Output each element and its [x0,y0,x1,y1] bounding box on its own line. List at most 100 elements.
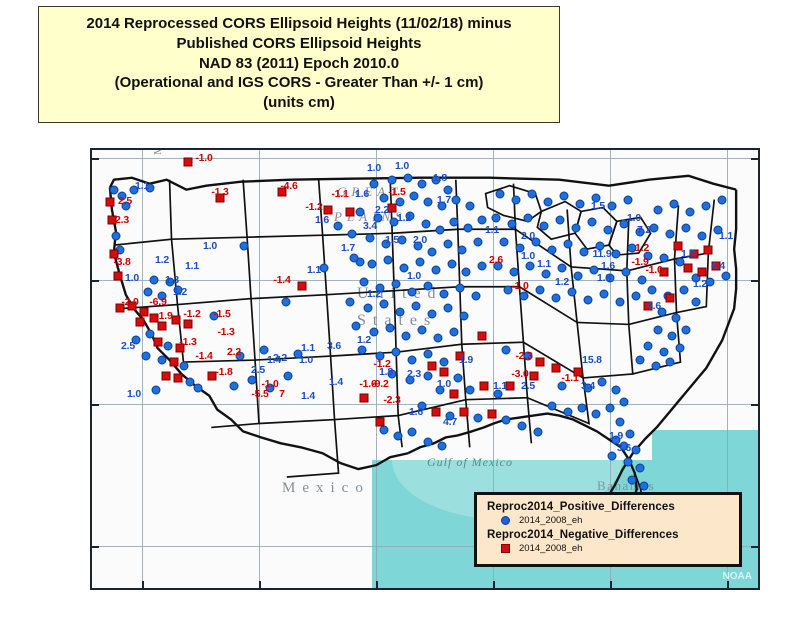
data-point[interactable] [393,431,403,441]
data-point[interactable] [611,249,621,259]
data-point[interactable] [625,429,635,439]
data-point[interactable] [423,349,433,359]
data-point[interactable] [535,285,545,295]
data-point[interactable] [647,285,657,295]
data-point[interactable] [423,197,433,207]
data-point[interactable] [543,197,553,207]
data-point[interactable] [615,297,625,307]
data-point-negative[interactable] [487,409,497,419]
data-point[interactable] [453,373,463,383]
data-point[interactable] [691,297,701,307]
data-point[interactable] [539,221,549,231]
data-point[interactable] [401,331,411,341]
data-point-negative[interactable] [135,317,145,327]
data-point[interactable] [379,299,389,309]
data-point[interactable] [283,371,293,381]
data-point[interactable] [541,269,551,279]
data-point[interactable] [149,275,159,285]
data-point[interactable] [395,197,405,207]
data-point-negative[interactable] [171,315,181,325]
data-point[interactable] [363,303,373,313]
data-point[interactable] [491,213,501,223]
data-point-negative[interactable] [157,321,167,331]
data-point[interactable] [383,255,393,265]
data-point-negative[interactable] [183,319,193,329]
data-point[interactable] [615,417,625,427]
data-point-negative[interactable] [359,393,369,403]
data-point[interactable] [603,225,613,235]
data-point[interactable] [407,427,417,437]
data-point[interactable] [635,355,645,365]
data-point[interactable] [681,325,691,335]
data-point[interactable] [547,401,557,411]
data-point[interactable] [621,267,631,277]
data-point[interactable] [347,229,357,239]
data-point[interactable] [547,245,557,255]
data-point[interactable] [507,219,517,229]
data-point[interactable] [623,195,633,205]
data-point-negative[interactable] [459,407,469,417]
data-point-negative[interactable] [479,381,489,391]
data-point[interactable] [517,421,527,431]
data-point[interactable] [659,347,669,357]
data-point[interactable] [355,207,365,217]
data-point-negative[interactable] [439,367,449,377]
data-point[interactable] [679,285,689,295]
data-point[interactable] [239,241,249,251]
data-point[interactable] [443,239,453,249]
data-point[interactable] [567,287,577,297]
data-point[interactable] [527,189,537,199]
data-point[interactable] [667,331,677,341]
data-point[interactable] [587,217,597,227]
data-point[interactable] [179,361,189,371]
data-point[interactable] [721,271,731,281]
data-point[interactable] [607,451,617,461]
data-point[interactable] [591,409,601,419]
data-point[interactable] [501,345,511,355]
data-point[interactable] [421,219,431,229]
data-point-negative[interactable] [153,337,163,347]
data-point[interactable] [447,259,457,269]
data-point-negative[interactable] [183,157,193,167]
data-point[interactable] [473,413,483,423]
data-point[interactable] [635,463,645,473]
data-point[interactable] [415,257,425,267]
data-point[interactable] [579,247,589,257]
data-point[interactable] [533,427,543,437]
data-point[interactable] [385,323,395,333]
data-point-negative[interactable] [345,207,355,217]
data-point[interactable] [409,191,419,201]
data-point[interactable] [653,205,663,215]
data-point[interactable] [573,271,583,281]
data-point[interactable] [333,221,343,231]
data-point[interactable] [659,253,669,263]
data-point[interactable] [407,287,417,297]
data-point-negative[interactable] [139,307,149,317]
data-point-negative[interactable] [161,371,171,381]
data-point-negative[interactable] [449,389,459,399]
data-point-negative[interactable] [375,417,385,427]
data-point-negative[interactable] [535,357,545,367]
data-point[interactable] [669,199,679,209]
data-point[interactable] [671,313,681,323]
data-point[interactable] [435,225,445,235]
data-point[interactable] [639,481,649,491]
data-point[interactable] [449,217,459,227]
data-point[interactable] [597,377,607,387]
data-point[interactable] [417,179,427,189]
data-point-negative[interactable] [113,271,123,281]
data-point[interactable] [499,237,509,247]
data-point[interactable] [367,259,377,269]
data-point[interactable] [563,239,573,249]
data-point[interactable] [681,223,691,233]
data-point[interactable] [451,195,461,205]
data-point-negative[interactable] [427,361,437,371]
data-point[interactable] [345,297,355,307]
data-point[interactable] [653,325,663,335]
data-point[interactable] [519,291,529,301]
data-point[interactable] [411,301,421,311]
data-point[interactable] [605,403,615,413]
data-point[interactable] [525,261,535,271]
data-point-negative[interactable] [665,293,675,303]
data-point[interactable] [471,291,481,301]
